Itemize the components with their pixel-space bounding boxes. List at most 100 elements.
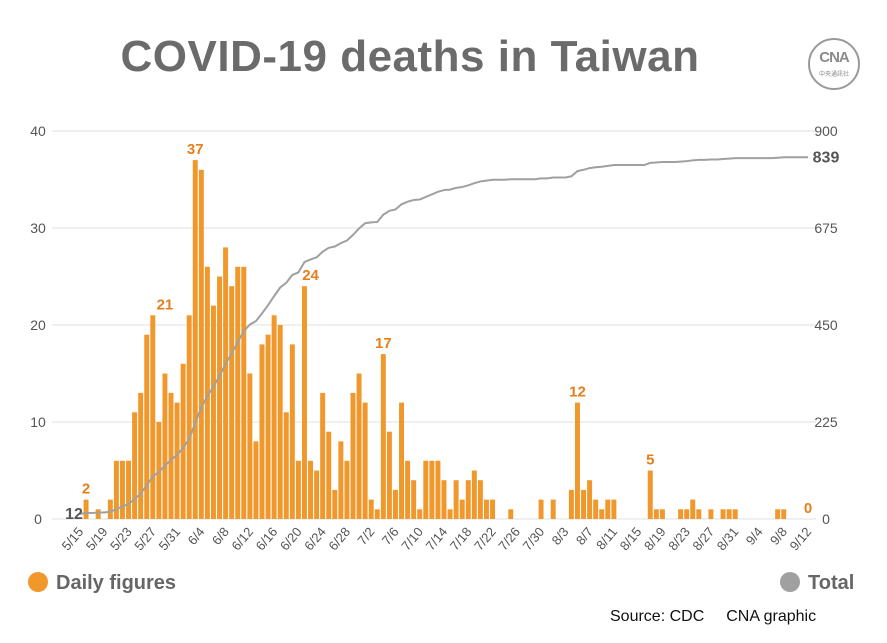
- y-left-tick-label: 30: [30, 220, 46, 236]
- bar: [344, 460, 350, 519]
- total-data-label: 12: [65, 506, 83, 523]
- daily-data-label: 24: [302, 267, 319, 284]
- bar: [611, 499, 617, 519]
- bar: [320, 392, 326, 519]
- bar: [168, 392, 174, 519]
- x-tick-label: 9/12: [787, 524, 815, 553]
- bar: [441, 480, 447, 519]
- x-tick-label: 8/23: [665, 524, 693, 553]
- bar: [374, 509, 380, 519]
- logo-text: CNA: [819, 49, 850, 66]
- bar: [210, 305, 216, 519]
- daily-data-label: 21: [157, 296, 174, 313]
- x-tick-label: 7/22: [471, 524, 499, 553]
- bar: [113, 460, 119, 519]
- bar: [599, 509, 605, 519]
- bar: [538, 499, 544, 519]
- bar: [423, 460, 429, 519]
- legend-daily-swatch: [28, 572, 48, 592]
- x-tick-label: 7/30: [520, 524, 548, 553]
- bar: [411, 480, 417, 519]
- x-tick-label: 7/26: [495, 524, 523, 553]
- bar: [574, 402, 580, 519]
- legend-daily: Daily figures: [28, 572, 176, 595]
- bar: [132, 412, 138, 519]
- bar: [508, 509, 514, 519]
- bar: [138, 392, 144, 519]
- total-line: [79, 156, 808, 515]
- bar: [647, 470, 653, 519]
- daily-data-label: 17: [375, 335, 392, 352]
- bar: [435, 460, 441, 519]
- x-tick-label: 8/19: [641, 524, 669, 553]
- legend-total-swatch: [780, 572, 800, 592]
- bar: [271, 315, 277, 519]
- bar: [314, 470, 320, 519]
- legend-total-label: Total: [808, 572, 855, 594]
- bar: [362, 402, 368, 519]
- bar: [150, 315, 156, 519]
- bar: [708, 509, 714, 519]
- bar: [186, 315, 192, 519]
- bar: [301, 286, 307, 519]
- x-tick-label: 7/2: [354, 524, 377, 547]
- bar: [392, 489, 398, 519]
- bar: [587, 480, 593, 519]
- y-left-tick-label: 10: [30, 414, 46, 430]
- bar: [192, 160, 198, 519]
- bar: [568, 489, 574, 519]
- y-right-tick-label: 0: [822, 511, 830, 527]
- daily-data-label: 5: [646, 452, 654, 469]
- bar: [174, 402, 180, 519]
- x-tick-label: 5/27: [131, 524, 159, 553]
- cna-logo: CNA 中央通訊社: [808, 38, 860, 90]
- credit-text: CNA graphic: [726, 608, 817, 625]
- source-text: Source: CDC: [610, 608, 705, 625]
- bar: [356, 373, 362, 519]
- bar: [386, 431, 392, 519]
- bar: [581, 489, 587, 519]
- bar: [447, 509, 453, 519]
- bar: [696, 509, 702, 519]
- bar: [241, 266, 247, 519]
- bar: [490, 499, 496, 519]
- x-tick-label: 5/19: [83, 524, 111, 553]
- bar: [417, 509, 423, 519]
- x-tick-label: 9/4: [743, 524, 766, 547]
- bar: [308, 460, 314, 519]
- daily-data-label: 2: [82, 481, 90, 498]
- bar: [198, 169, 204, 520]
- bar: [429, 460, 435, 519]
- bar: [338, 441, 344, 519]
- bar: [265, 334, 271, 519]
- bar: [781, 509, 787, 519]
- bar: [283, 412, 289, 519]
- daily-data-label: 12: [569, 384, 586, 401]
- bar: [483, 499, 489, 519]
- bar: [593, 499, 599, 519]
- x-tick-label: 6/28: [325, 524, 353, 553]
- bar: [332, 489, 338, 519]
- bar: [368, 499, 374, 519]
- bar: [144, 334, 150, 519]
- x-tick-label: 5/23: [107, 524, 135, 553]
- bar: [684, 509, 690, 519]
- x-tick-label: 6/4: [185, 524, 208, 547]
- x-tick-label: 5/15: [59, 524, 87, 553]
- x-tick-label: 6/12: [228, 524, 256, 553]
- bar: [459, 499, 465, 519]
- bar: [690, 499, 696, 519]
- bar: [217, 276, 223, 519]
- y-right-tick-label: 675: [814, 220, 838, 236]
- total-data-label: 839: [813, 149, 840, 166]
- bar: [95, 509, 101, 519]
- bar: [180, 363, 186, 519]
- bar: [471, 470, 477, 519]
- y-left-tick-label: 40: [30, 123, 46, 139]
- x-tick-label: 8/7: [573, 524, 596, 547]
- y-left-tick-label: 20: [30, 317, 46, 333]
- x-tick-label: 8/31: [714, 524, 742, 553]
- logo-subtext: 中央通訊社: [818, 72, 849, 78]
- bar: [477, 480, 483, 519]
